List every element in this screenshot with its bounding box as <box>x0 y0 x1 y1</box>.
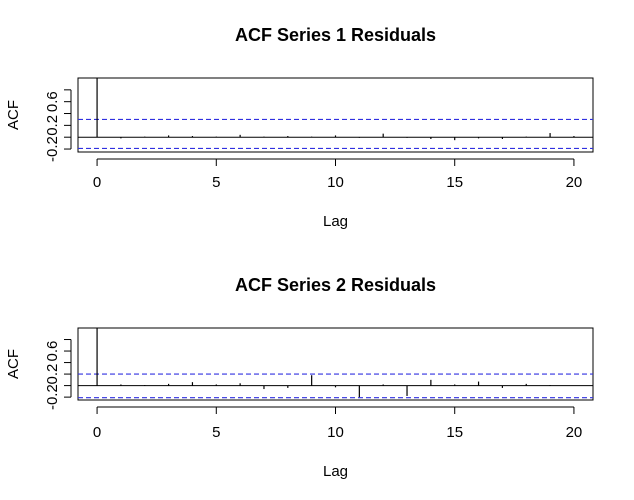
plot-frame <box>77 327 594 401</box>
acf-panel-2: ACF Series 2 Residuals 0 5 10 15 20 -0.20.2 0.6… <box>5 275 594 480</box>
plot-frame <box>77 77 594 153</box>
y-tick-label-4: 0.6 <box>44 91 61 112</box>
x-tick-label-15: 15 <box>446 424 463 441</box>
x-tick-label-5: 5 <box>212 174 220 191</box>
chart-title: ACF Series 1 Residuals <box>235 25 436 45</box>
x-tick-label-0: 0 <box>93 424 101 441</box>
y-tick-label-0: -0.2 <box>44 384 61 410</box>
y-tick-label-2: 0.2 <box>44 115 61 136</box>
y-axis-label: ACF <box>5 349 22 379</box>
x-tick-label-5: 5 <box>212 424 220 441</box>
y-tick-label-2: 0.2 <box>44 364 61 385</box>
x-axis-label: Lag <box>323 463 348 480</box>
y-tick-label-4: 0.6 <box>44 341 61 362</box>
x-tick-label-20: 20 <box>566 174 583 191</box>
x-tick-label-20: 20 <box>566 424 583 441</box>
y-axis-label: ACF <box>5 100 22 130</box>
acf-panel-1: ACF Series 1 Residuals 0 5 10 15 20 -0.20.2 0.6… <box>5 25 594 230</box>
x-axis-label: Lag <box>323 213 348 230</box>
x-tick-label-15: 15 <box>446 174 463 191</box>
y-tick-label-0: -0.2 <box>44 136 61 162</box>
x-tick-label-0: 0 <box>93 174 101 191</box>
x-tick-label-10: 10 <box>327 174 344 191</box>
x-tick-label-10: 10 <box>327 424 344 441</box>
chart-title: ACF Series 2 Residuals <box>235 275 436 295</box>
